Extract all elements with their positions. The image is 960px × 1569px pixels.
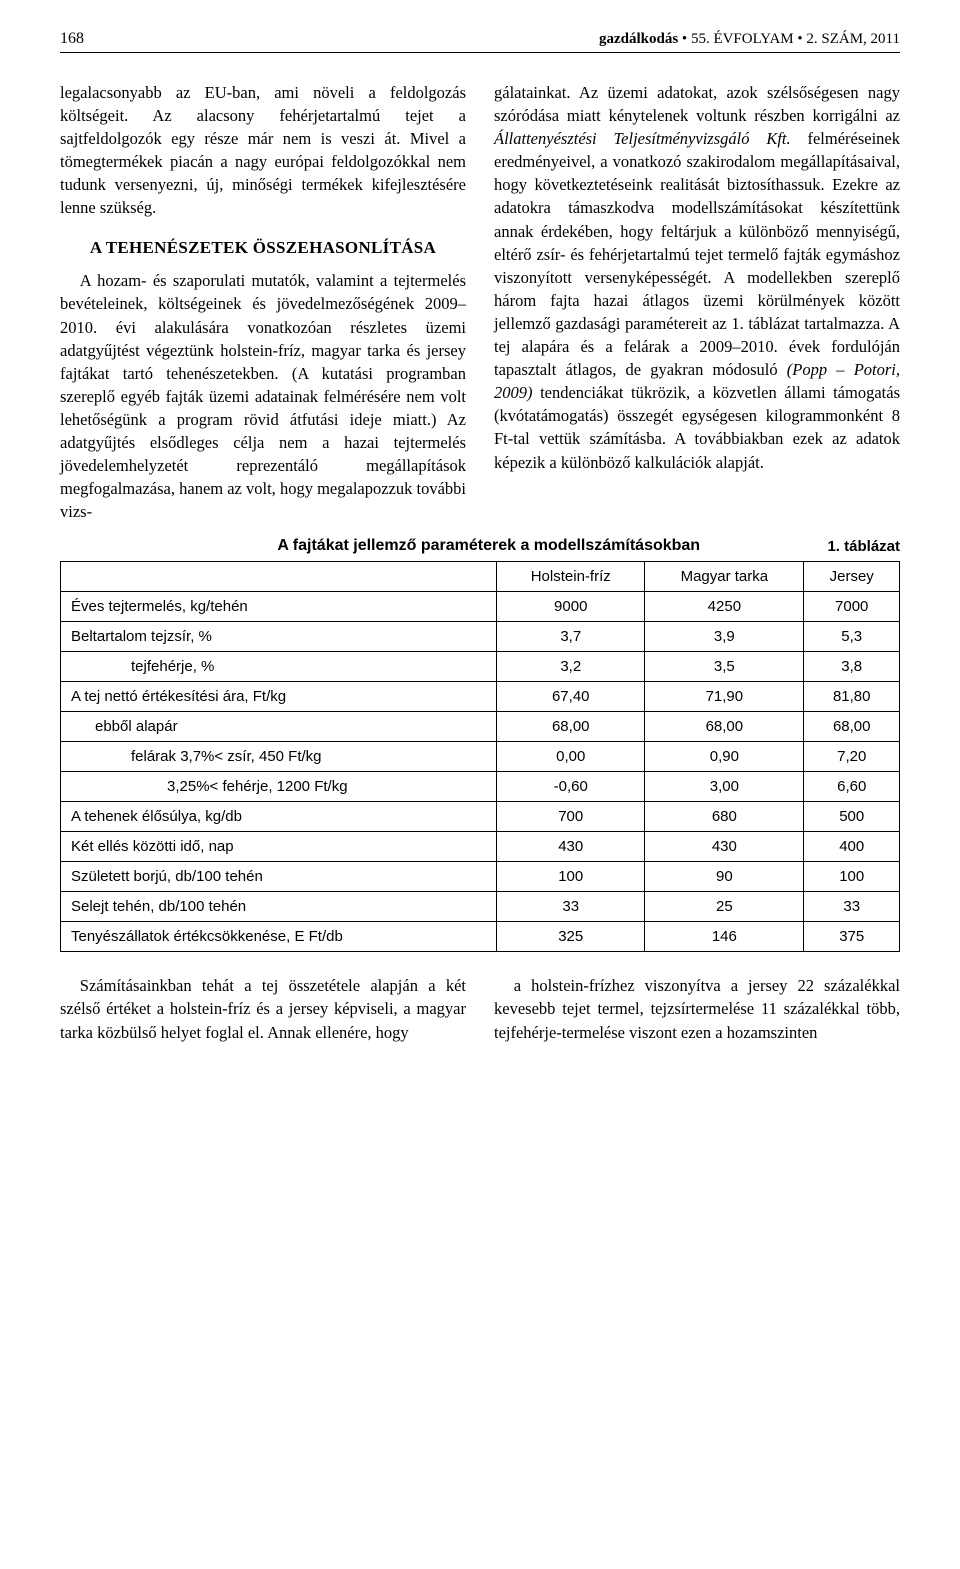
table-cell: 3,9 <box>645 622 804 652</box>
bottom-two-columns: Számításainkban tehát a tej összetétele … <box>60 974 900 1043</box>
table-cell: 5,3 <box>804 622 900 652</box>
bottom-left-column: Számításainkban tehát a tej összetétele … <box>60 974 466 1043</box>
table-cell: 3,2 <box>497 652 645 682</box>
table-row-label: A tej nettó értékesítési ára, Ft/kg <box>61 682 497 712</box>
table-cell: 68,00 <box>645 712 804 742</box>
table-cell: 100 <box>804 862 900 892</box>
table-cell: 71,90 <box>645 682 804 712</box>
journal-volume: 55. ÉVFOLYAM <box>691 31 794 47</box>
table-cell: 68,00 <box>497 712 645 742</box>
journal-title: gazdálkodás <box>599 31 678 47</box>
parameters-table: Holstein-frízMagyar tarkaJersey Éves tej… <box>60 561 900 952</box>
table-row: Született borjú, db/100 tehén10090100 <box>61 862 900 892</box>
table-cell: 3,5 <box>645 652 804 682</box>
table-cell: 400 <box>804 832 900 862</box>
journal-issue: 2. SZÁM, 2011 <box>806 31 900 47</box>
table-row-label: Selejt tehén, db/100 tehén <box>61 892 497 922</box>
text-run: gálatainkat. Az üzemi adatokat, azok szé… <box>494 83 900 125</box>
table-cell: 4250 <box>645 592 804 622</box>
table-cell: 3,00 <box>645 772 804 802</box>
table-cell: 325 <box>497 922 645 952</box>
body-paragraph: Számításainkban tehát a tej összetétele … <box>60 974 466 1043</box>
two-column-body: legalacsonyabb az EU-ban, ami növeli a f… <box>60 81 900 523</box>
table-row-label: Két ellés közötti idő, nap <box>61 832 497 862</box>
table-row-label: ebből alapár <box>61 712 497 742</box>
table-caption: A fajtákat jellemző paraméterek a modell… <box>150 537 827 555</box>
table-row-label: Tenyészállatok értékcsökkenése, E Ft/db <box>61 922 497 952</box>
table-cell: 430 <box>497 832 645 862</box>
page-header: 168 gazdálkodás • 55. ÉVFOLYAM • 2. SZÁM… <box>60 30 900 53</box>
table-row: A tej nettó értékesítési ára, Ft/kg67,40… <box>61 682 900 712</box>
table-cell: -0,60 <box>497 772 645 802</box>
table-row-label: felárak 3,7%< zsír, 450 Ft/kg <box>61 742 497 772</box>
table-header: Holstein-frízMagyar tarkaJersey <box>61 562 900 592</box>
table-cell: 9000 <box>497 592 645 622</box>
separator: • <box>794 31 807 47</box>
table-row: 3,25%< fehérje, 1200 Ft/kg-0,603,006,60 <box>61 772 900 802</box>
table-cell: 68,00 <box>804 712 900 742</box>
table-row: Tenyészállatok értékcsökkenése, E Ft/db3… <box>61 922 900 952</box>
table-cell: 7000 <box>804 592 900 622</box>
table-row: ebből alapár68,0068,0068,00 <box>61 712 900 742</box>
table-row: felárak 3,7%< zsír, 450 Ft/kg0,000,907,2… <box>61 742 900 772</box>
table-cell: 500 <box>804 802 900 832</box>
table-row-label: tejfehérje, % <box>61 652 497 682</box>
body-paragraph: A hozam- és szaporulati mutatók, valamin… <box>60 269 466 523</box>
table-row-label: 3,25%< fehérje, 1200 Ft/kg <box>61 772 497 802</box>
table-cell: 3,7 <box>497 622 645 652</box>
table-row: A tehenek élősúlya, kg/db700680500 <box>61 802 900 832</box>
table-row: Selejt tehén, db/100 tehén332533 <box>61 892 900 922</box>
body-paragraph: a holstein-frízhez viszonyítva a jersey … <box>494 974 900 1043</box>
table-cell: 700 <box>497 802 645 832</box>
table-cell: 375 <box>804 922 900 952</box>
journal-reference: gazdálkodás • 55. ÉVFOLYAM • 2. SZÁM, 20… <box>599 31 900 48</box>
table-cell: 33 <box>804 892 900 922</box>
table-cell: 90 <box>645 862 804 892</box>
table-row: tejfehérje, %3,23,53,8 <box>61 652 900 682</box>
table-cell: 0,00 <box>497 742 645 772</box>
table-column-header: Holstein-fríz <box>497 562 645 592</box>
table-cell: 7,20 <box>804 742 900 772</box>
table-caption-row: A fajtákat jellemző paraméterek a modell… <box>60 537 900 555</box>
bottom-right-column: a holstein-frízhez viszonyítva a jersey … <box>494 974 900 1043</box>
table-row: Beltartalom tejzsír, %3,73,95,3 <box>61 622 900 652</box>
table-cell: 430 <box>645 832 804 862</box>
table-cell: 3,8 <box>804 652 900 682</box>
left-column: legalacsonyabb az EU-ban, ami növeli a f… <box>60 81 466 523</box>
italic-text: Állattenyésztési Teljesítményvizsgáló Kf… <box>494 129 791 148</box>
body-paragraph: gálatainkat. Az üzemi adatokat, azok szé… <box>494 81 900 474</box>
table-column-header <box>61 562 497 592</box>
table-row: Két ellés közötti idő, nap430430400 <box>61 832 900 862</box>
table-row-label: Született borjú, db/100 tehén <box>61 862 497 892</box>
table-cell: 25 <box>645 892 804 922</box>
separator: • <box>678 31 691 47</box>
table-body: Éves tejtermelés, kg/tehén900042507000Be… <box>61 592 900 952</box>
table-row-label: Beltartalom tejzsír, % <box>61 622 497 652</box>
table-number: 1. táblázat <box>827 538 900 555</box>
table-cell: 100 <box>497 862 645 892</box>
table-cell: 0,90 <box>645 742 804 772</box>
table-row: Éves tejtermelés, kg/tehén900042507000 <box>61 592 900 622</box>
page-number: 168 <box>60 30 84 48</box>
table-cell: 33 <box>497 892 645 922</box>
table-cell: 81,80 <box>804 682 900 712</box>
table-cell: 146 <box>645 922 804 952</box>
body-paragraph: legalacsonyabb az EU-ban, ami növeli a f… <box>60 81 466 220</box>
table-row-label: A tehenek élősúlya, kg/db <box>61 802 497 832</box>
table-cell: 680 <box>645 802 804 832</box>
text-run: felméréseinek eredményeivel, a vonatkozó… <box>494 129 900 379</box>
table-column-header: Jersey <box>804 562 900 592</box>
table-row-label: Éves tejtermelés, kg/tehén <box>61 592 497 622</box>
table-column-header: Magyar tarka <box>645 562 804 592</box>
text-run: tendenciákat tükrözik, a közvetlen állam… <box>494 383 900 471</box>
section-heading: A TEHENÉSZETEK ÖSSZEHASONLÍTÁSA <box>60 236 466 260</box>
right-column: gálatainkat. Az üzemi adatokat, azok szé… <box>494 81 900 523</box>
table-cell: 67,40 <box>497 682 645 712</box>
table-cell: 6,60 <box>804 772 900 802</box>
